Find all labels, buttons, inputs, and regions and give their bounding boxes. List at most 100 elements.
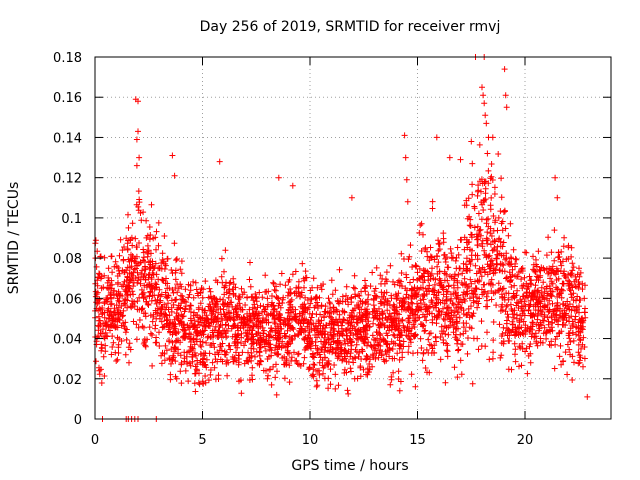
data-point [169, 331, 176, 338]
data-point [350, 284, 357, 291]
data-point [101, 314, 108, 321]
data-point [221, 311, 228, 318]
data-point [384, 347, 391, 354]
data-point [421, 328, 428, 335]
data-point [549, 320, 556, 327]
data-point [179, 296, 186, 303]
data-point [137, 210, 144, 216]
data-point [301, 309, 308, 316]
data-point [546, 283, 553, 289]
data-point [178, 300, 185, 307]
data-point [135, 277, 142, 284]
data-point [466, 295, 473, 302]
data-point [537, 307, 544, 314]
data-point [133, 162, 140, 169]
data-point [396, 282, 403, 289]
x-tick-label: 5 [198, 433, 206, 448]
data-point [265, 288, 272, 295]
data-point [100, 353, 107, 360]
data-point [322, 309, 329, 315]
data-point [540, 279, 547, 286]
data-point [148, 201, 155, 208]
data-point [213, 301, 220, 308]
data-point [448, 250, 455, 257]
data-point [182, 367, 189, 374]
data-point [348, 342, 355, 349]
data-point [416, 229, 423, 236]
data-point [288, 335, 295, 342]
data-point [108, 321, 115, 328]
data-point [458, 236, 465, 243]
data-point [196, 321, 203, 328]
data-point [500, 262, 507, 269]
x-axis-label: GPS time / hours [291, 458, 408, 474]
data-point [146, 236, 153, 243]
data-point [474, 188, 481, 195]
data-point [171, 240, 178, 247]
data-point [526, 343, 533, 350]
data-point [117, 311, 124, 318]
data-point [200, 322, 206, 329]
data-point [127, 346, 134, 353]
data-point [482, 343, 489, 350]
data-point [338, 322, 345, 329]
data-point [503, 104, 510, 111]
data-point [440, 284, 447, 290]
data-point [359, 348, 366, 355]
data-point [481, 100, 488, 107]
data-point [493, 302, 500, 309]
data-point [246, 276, 253, 283]
data-point [497, 260, 504, 267]
data-point [399, 303, 406, 310]
data-point [420, 279, 426, 286]
data-point [100, 284, 107, 291]
data-point [162, 342, 169, 349]
data-point [481, 247, 488, 254]
data-point [190, 345, 197, 352]
data-point [475, 278, 482, 285]
data-point [484, 303, 491, 310]
data-point [559, 301, 566, 308]
data-point [506, 259, 513, 265]
data-point [444, 342, 451, 349]
data-point [345, 390, 352, 397]
data-point [334, 337, 341, 344]
data-point [289, 182, 296, 189]
data-point [146, 324, 153, 331]
data-point [128, 263, 135, 270]
data-point [235, 339, 241, 346]
data-point [182, 303, 189, 310]
data-point [436, 280, 443, 287]
data-point [396, 356, 403, 363]
data-point [535, 303, 542, 310]
data-point [570, 290, 577, 297]
data-point [408, 299, 415, 306]
data-point [539, 339, 546, 346]
data-point [490, 267, 497, 274]
data-point [177, 281, 184, 288]
data-point [114, 273, 121, 279]
data-point [536, 266, 543, 273]
data-point [191, 317, 198, 324]
data-point [410, 276, 417, 283]
data-point [307, 300, 314, 307]
data-point [394, 295, 401, 301]
data-point [181, 335, 188, 341]
data-point [172, 330, 179, 337]
data-point [484, 290, 491, 297]
data-point [233, 357, 240, 364]
data-point [184, 360, 191, 367]
data-point [217, 341, 224, 348]
data-point [427, 253, 434, 260]
data-point [562, 349, 569, 356]
grid-lines [95, 57, 611, 419]
data-point [222, 247, 229, 254]
data-point [425, 273, 432, 280]
data-point [252, 291, 259, 297]
data-point [370, 320, 377, 327]
data-point [554, 285, 561, 292]
data-point [135, 98, 141, 105]
data-point [375, 329, 381, 336]
data-point [164, 294, 171, 301]
data-point [388, 313, 395, 320]
